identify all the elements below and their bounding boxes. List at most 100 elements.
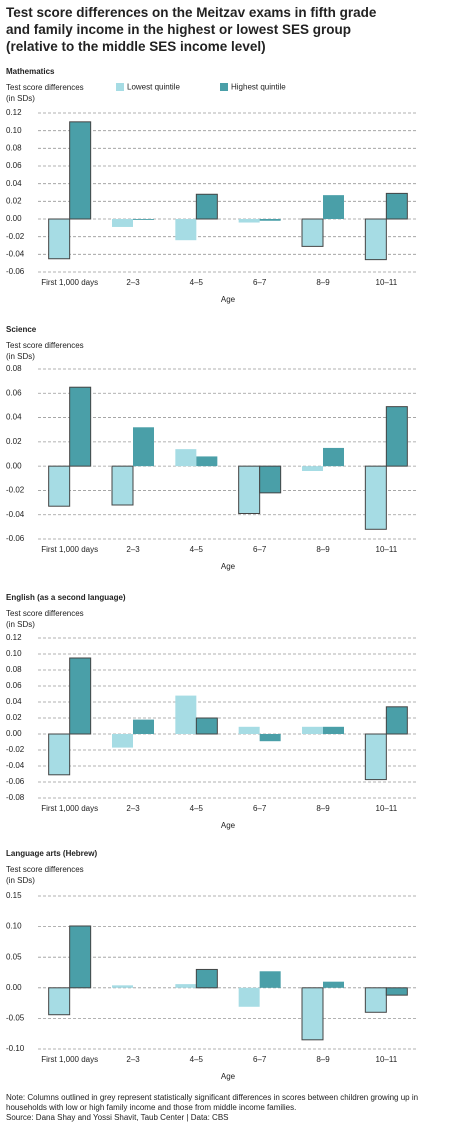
bar bbox=[112, 985, 133, 988]
bar bbox=[69, 386, 92, 467]
bar bbox=[259, 219, 281, 221]
x-tick-label: 8–9 bbox=[316, 545, 330, 554]
x-tick-label: 4–5 bbox=[190, 545, 204, 554]
x-tick-label: 6–7 bbox=[253, 1055, 267, 1064]
footer: Note: Columns outlined in grey represent… bbox=[6, 1093, 446, 1123]
chart: Mathematics Test score differences (in SDs… bbox=[6, 67, 418, 304]
y-tick-label: -0.06 bbox=[6, 267, 25, 276]
y-tick-label: -0.04 bbox=[6, 761, 25, 770]
x-tick-label: 2–3 bbox=[126, 804, 140, 813]
x-tick-label: 4–5 bbox=[190, 804, 204, 813]
x-tick-label: 8–9 bbox=[316, 1055, 330, 1064]
source: Source: Dana Shay and Yossi Shavit, Taub… bbox=[6, 1113, 229, 1122]
bar bbox=[112, 219, 133, 227]
bar bbox=[323, 726, 344, 734]
x-axis-label: Age bbox=[221, 295, 236, 304]
bar bbox=[48, 733, 71, 776]
y-tick-label: 0.12 bbox=[6, 108, 22, 117]
bar bbox=[175, 695, 197, 734]
y-tick-label: 0.02 bbox=[6, 713, 22, 722]
y-axis-label: Test score differences bbox=[6, 865, 84, 874]
bar bbox=[364, 733, 387, 781]
y-tick-label: -0.10 bbox=[6, 1044, 25, 1053]
y-axis-label: Test score differences bbox=[6, 83, 84, 92]
bar bbox=[238, 726, 260, 734]
bar bbox=[323, 447, 344, 467]
chart-title: English (as a second language) bbox=[6, 593, 126, 602]
x-axis-label: Age bbox=[221, 821, 236, 830]
y-tick-label: -0.04 bbox=[6, 510, 25, 519]
bar bbox=[302, 726, 323, 734]
x-tick-label: 2–3 bbox=[126, 278, 140, 287]
x-tick-label: 8–9 bbox=[316, 278, 330, 287]
bar bbox=[48, 218, 71, 260]
y-tick-label: 0.00 bbox=[6, 461, 22, 470]
bar bbox=[259, 465, 282, 494]
x-axis-label: Age bbox=[221, 1072, 236, 1081]
y-tick-label: 0.10 bbox=[6, 922, 22, 931]
bar bbox=[175, 219, 197, 241]
legend-swatch bbox=[116, 83, 124, 91]
y-tick-label: -0.04 bbox=[6, 249, 25, 258]
legend-swatch bbox=[220, 83, 228, 91]
bar bbox=[69, 657, 92, 735]
bar bbox=[175, 984, 197, 988]
y-tick-label: 0.06 bbox=[6, 388, 22, 397]
bar bbox=[323, 981, 344, 988]
y-tick-label: -0.08 bbox=[6, 793, 25, 802]
y-tick-label: 0.05 bbox=[6, 952, 22, 961]
bar bbox=[69, 121, 92, 220]
bar bbox=[111, 465, 134, 506]
x-tick-label: 8–9 bbox=[316, 804, 330, 813]
y-tick-label: 0.08 bbox=[6, 143, 22, 152]
chart: English (as a second language) Test score… bbox=[6, 593, 418, 830]
x-tick-label: 10–11 bbox=[376, 1055, 398, 1064]
x-tick-label: 4–5 bbox=[190, 278, 204, 287]
y-tick-label: 0.00 bbox=[6, 729, 22, 738]
y-tick-label: -0.02 bbox=[6, 745, 25, 754]
x-tick-label: First 1,000 days bbox=[41, 804, 98, 813]
bar bbox=[259, 971, 281, 988]
chart-title: Language arts (Hebrew) bbox=[6, 849, 97, 858]
bar bbox=[364, 465, 387, 530]
legend-label: Lowest quintile bbox=[127, 83, 180, 92]
bar bbox=[385, 987, 408, 996]
bar bbox=[196, 456, 218, 467]
bar bbox=[238, 219, 260, 223]
bar bbox=[133, 427, 154, 467]
y-tick-label: -0.05 bbox=[6, 1014, 25, 1023]
bar bbox=[48, 465, 71, 507]
x-tick-label: First 1,000 days bbox=[41, 545, 98, 554]
y-tick-label: 0.08 bbox=[6, 665, 22, 674]
bar bbox=[238, 987, 260, 1007]
bar bbox=[301, 987, 324, 1041]
y-tick-label: -0.02 bbox=[6, 232, 25, 241]
bar bbox=[48, 987, 71, 1016]
y-tick-label: 0.08 bbox=[6, 364, 22, 373]
bar bbox=[385, 406, 408, 467]
y-tick-label: 0.06 bbox=[6, 681, 22, 690]
bar bbox=[133, 719, 154, 734]
y-axis-label: (in SDs) bbox=[6, 876, 35, 885]
note: Note: Columns outlined in grey represent… bbox=[6, 1093, 419, 1112]
bar bbox=[195, 717, 218, 735]
bar bbox=[364, 987, 387, 1013]
bar bbox=[323, 195, 344, 219]
y-tick-label: 0.04 bbox=[6, 697, 22, 706]
y-tick-label: 0.15 bbox=[6, 891, 22, 900]
legend-label: Highest quintile bbox=[231, 83, 286, 92]
bar bbox=[301, 218, 324, 247]
bar bbox=[112, 734, 133, 748]
y-axis-label: Test score differences bbox=[6, 609, 84, 618]
y-tick-label: 0.12 bbox=[6, 633, 22, 642]
y-axis-label: (in SDs) bbox=[6, 352, 35, 361]
bar bbox=[385, 192, 408, 220]
page-title: Test score differences on the Meitzav ex… bbox=[6, 5, 377, 54]
bar bbox=[364, 218, 387, 261]
x-tick-label: 4–5 bbox=[190, 1055, 204, 1064]
bar bbox=[195, 193, 218, 220]
chart-title: Mathematics bbox=[6, 67, 55, 76]
x-axis-label: Age bbox=[221, 562, 236, 571]
y-axis-label: (in SDs) bbox=[6, 620, 35, 629]
y-tick-label: 0.06 bbox=[6, 161, 22, 170]
